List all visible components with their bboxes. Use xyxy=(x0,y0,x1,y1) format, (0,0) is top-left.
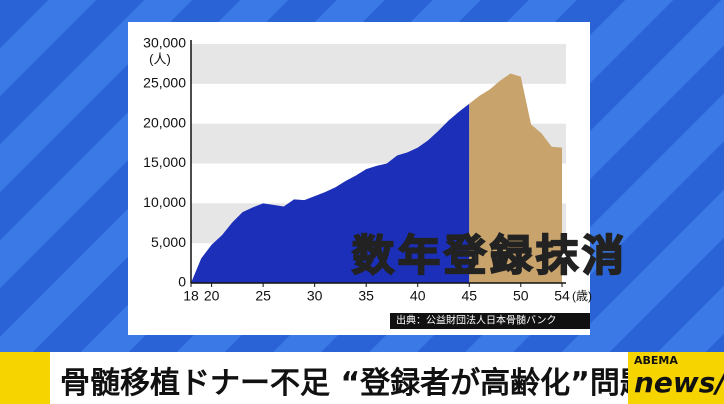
logo-bottom: news/ xyxy=(634,366,724,399)
x-tick-label: 20 xyxy=(204,288,220,304)
y-tick-label: 5,000 xyxy=(151,234,186,250)
y-tick-label: 30,000 xyxy=(143,35,186,51)
area xyxy=(191,103,470,283)
source: 出典：公益財団法人日本骨髄バンク xyxy=(396,314,557,327)
x-tick-label: 54 xyxy=(554,288,570,304)
logo: ABEMA news/ xyxy=(628,352,724,404)
y-tick-label: 0 xyxy=(178,274,186,290)
highlight-area xyxy=(469,73,562,283)
source-box xyxy=(390,313,590,329)
x-tick-label: 18 xyxy=(183,288,199,304)
x-tick-label: 45 xyxy=(461,288,477,304)
x-tick-label: 30 xyxy=(307,288,323,304)
x-tick-label: 25 xyxy=(255,288,271,304)
x-unit: (歳) xyxy=(572,289,592,303)
x-tick-label: 50 xyxy=(513,288,529,304)
y-tick-label: 15,000 xyxy=(143,154,186,170)
x-tick-label: 35 xyxy=(358,288,374,304)
x-tick-label: 40 xyxy=(410,288,426,304)
y-tick-label: 20,000 xyxy=(143,114,186,130)
y-unit: (人) xyxy=(149,51,171,66)
y-tick-label: 10,000 xyxy=(143,194,186,210)
icon xyxy=(0,352,50,404)
grid-band xyxy=(191,44,566,84)
headline: 骨髄移植ドナー不足 “登録者が高齢化”問題 xyxy=(60,366,650,401)
y-tick-label: 25,000 xyxy=(143,75,186,91)
annotation: 数年登録抹消 xyxy=(351,230,629,281)
headline-bar xyxy=(0,352,724,404)
logo-top: ABEMA xyxy=(634,354,678,367)
